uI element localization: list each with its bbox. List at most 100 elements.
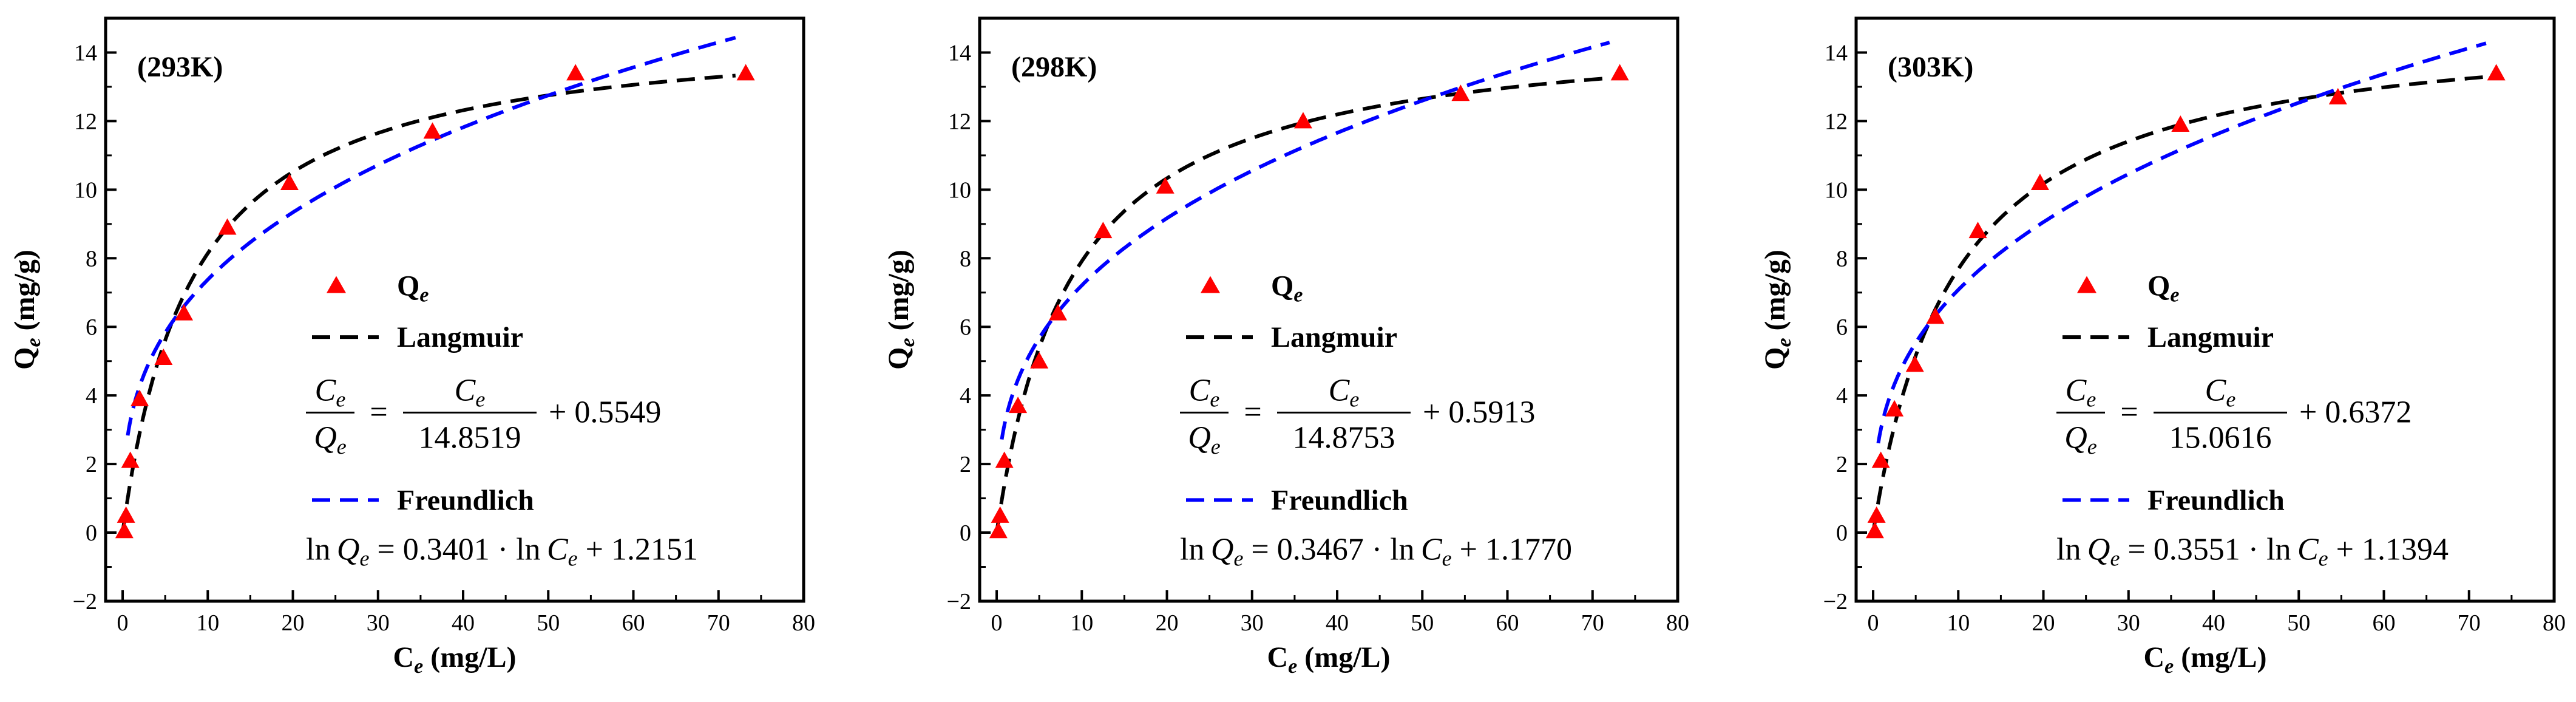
y-tick-label: 0 (960, 520, 971, 546)
y-tick-label: 10 (948, 177, 971, 203)
data-point (1156, 177, 1174, 194)
freundlich-equation: ln Qe = 0.3401 · ln Ce + 1.2151 (306, 532, 698, 570)
data-point (423, 122, 442, 139)
x-tick-label: 30 (367, 610, 390, 636)
x-tick-label: 50 (1411, 610, 1434, 636)
y-tick-label: −2 (947, 589, 971, 615)
y-tick-label: 4 (960, 383, 971, 409)
langmuir-lhs-numerator: Ce (2066, 373, 2096, 411)
x-tick-label: 70 (1581, 610, 1604, 636)
langmuir-rhs-denominator-main: 14.8753 (1293, 420, 1395, 455)
langmuir-intercept-term: + 0.6372 (2299, 395, 2412, 429)
legend-points-subscript: e (419, 284, 429, 306)
freundlich-tail: + 1.2151 (578, 532, 698, 567)
freundlich-space (330, 532, 336, 567)
data-point (175, 304, 194, 321)
langmuir-lhs-numerator-main: C (1189, 373, 1211, 407)
freundlich-ln-1: ln (306, 532, 330, 567)
langmuir-rhs-numerator-sub: e (1349, 387, 1359, 411)
data-point (1968, 222, 1987, 239)
langmuir-rhs-numerator-main: C (1329, 373, 1351, 407)
langmuir-rhs-numerator-sub: e (2226, 387, 2235, 411)
legend-freundlich-label: Freundlich (397, 484, 534, 516)
y-tick-label: 8 (960, 246, 971, 271)
data-point (1905, 355, 1924, 372)
panel-temperature-label: (293K) (137, 51, 223, 83)
x-tick-label: 70 (707, 610, 730, 636)
freundlich-Q-sub: e (359, 546, 369, 570)
data-point (991, 506, 1009, 523)
x-tick-label: 30 (1241, 610, 1264, 636)
langmuir-lhs-denominator-sub: e (337, 434, 347, 458)
legend-marker (327, 276, 346, 293)
data-point (1865, 522, 1884, 539)
data-point (1009, 397, 1028, 414)
x-tick-label: 50 (537, 610, 560, 636)
freundlich-Q: Q (337, 532, 360, 567)
freundlich-C-sub: e (2319, 546, 2328, 570)
y-tick-label: 8 (86, 246, 97, 271)
freundlich-C-sub: e (1442, 546, 1452, 570)
freundlich-ln-1: ln (2056, 532, 2081, 567)
y-tick-label: −2 (1823, 589, 1848, 615)
langmuir-lhs-numerator-sub: e (2086, 387, 2096, 411)
data-point (1871, 451, 1890, 468)
langmuir-lhs-numerator-main: C (315, 373, 337, 407)
freundlich-mid: = 0.3551 · (2120, 532, 2266, 567)
x-tick-label: 20 (2032, 610, 2055, 636)
freundlich-mid: = 0.3401 · (369, 532, 516, 567)
freundlich-C: C (2297, 532, 2319, 567)
x-tick-label: 0 (1868, 610, 1879, 636)
freundlich-tail: + 1.1394 (2328, 532, 2449, 567)
freundlich-space (2291, 532, 2297, 567)
freundlich-tail: + 1.1770 (1452, 532, 1572, 567)
panel-temperature-label: (303K) (1888, 51, 1973, 83)
langmuir-equals: = (2120, 395, 2138, 429)
langmuir-rhs-numerator: Ce (2205, 373, 2236, 411)
x-tick-label: 10 (1070, 610, 1093, 636)
x-tick-label: 40 (452, 610, 475, 636)
langmuir-lhs-numerator-sub: e (1210, 387, 1219, 411)
panel-2: 0 10 20 30 40 50 60 70 80 −2 0 2 4 6 8 10 12 14 Ce (mg/L) Q… (883, 16, 1689, 678)
freundlich-Q: Q (2087, 532, 2110, 567)
freundlich-equation: ln Qe = 0.3467 · ln Ce + 1.1770 (1180, 532, 1572, 570)
y-tick-label: 14 (948, 40, 971, 66)
data-point (218, 218, 237, 235)
x-tick-label: 80 (2543, 610, 2566, 636)
x-tick-label: 20 (1156, 610, 1179, 636)
langmuir-rhs-numerator-main: C (2205, 373, 2227, 407)
data-point (995, 451, 1014, 468)
x-tick-label: 40 (2202, 610, 2225, 636)
y-tick-label: 8 (1836, 246, 1848, 271)
freundlich-fit-curve (1876, 41, 2487, 444)
plot-frame (978, 16, 1679, 603)
y-axis-title: Qe (mg/g) (8, 250, 45, 370)
langmuir-lhs-denominator-sub: e (1211, 434, 1221, 458)
data-point (1885, 400, 1904, 417)
data-point (1030, 352, 1049, 369)
langmuir-lhs-denominator-sub: e (2087, 434, 2097, 458)
y-tick-label: 12 (1825, 109, 1848, 134)
y-tick-label: 14 (74, 40, 97, 66)
data-point (1049, 304, 1068, 321)
x-axis-title: Ce (mg/L) (1267, 641, 1390, 678)
legend-points-label: Qe (1271, 270, 1303, 306)
langmuir-rhs-numerator: Ce (455, 373, 486, 411)
y-tick-label: 0 (86, 520, 97, 546)
x-tick-label: 30 (2117, 610, 2140, 636)
freundlich-space (1204, 532, 1210, 567)
x-tick-label: 10 (1947, 610, 1970, 636)
data-point (1926, 307, 1945, 324)
panel-temperature-label: (298K) (1011, 51, 1097, 83)
data-point (989, 522, 1008, 539)
plot-frame (1854, 16, 2556, 603)
x-tick-label: 50 (2287, 610, 2310, 636)
legend-langmuir-label: Langmuir (1271, 321, 1397, 353)
langmuir-lhs-denominator-main: Q (314, 420, 337, 455)
data-point (1451, 84, 1470, 101)
data-point (2171, 115, 2190, 132)
langmuir-rhs-denominator: 14.8753 (1293, 420, 1395, 455)
plot-frame (104, 16, 805, 603)
y-tick-label: 6 (1836, 315, 1848, 340)
